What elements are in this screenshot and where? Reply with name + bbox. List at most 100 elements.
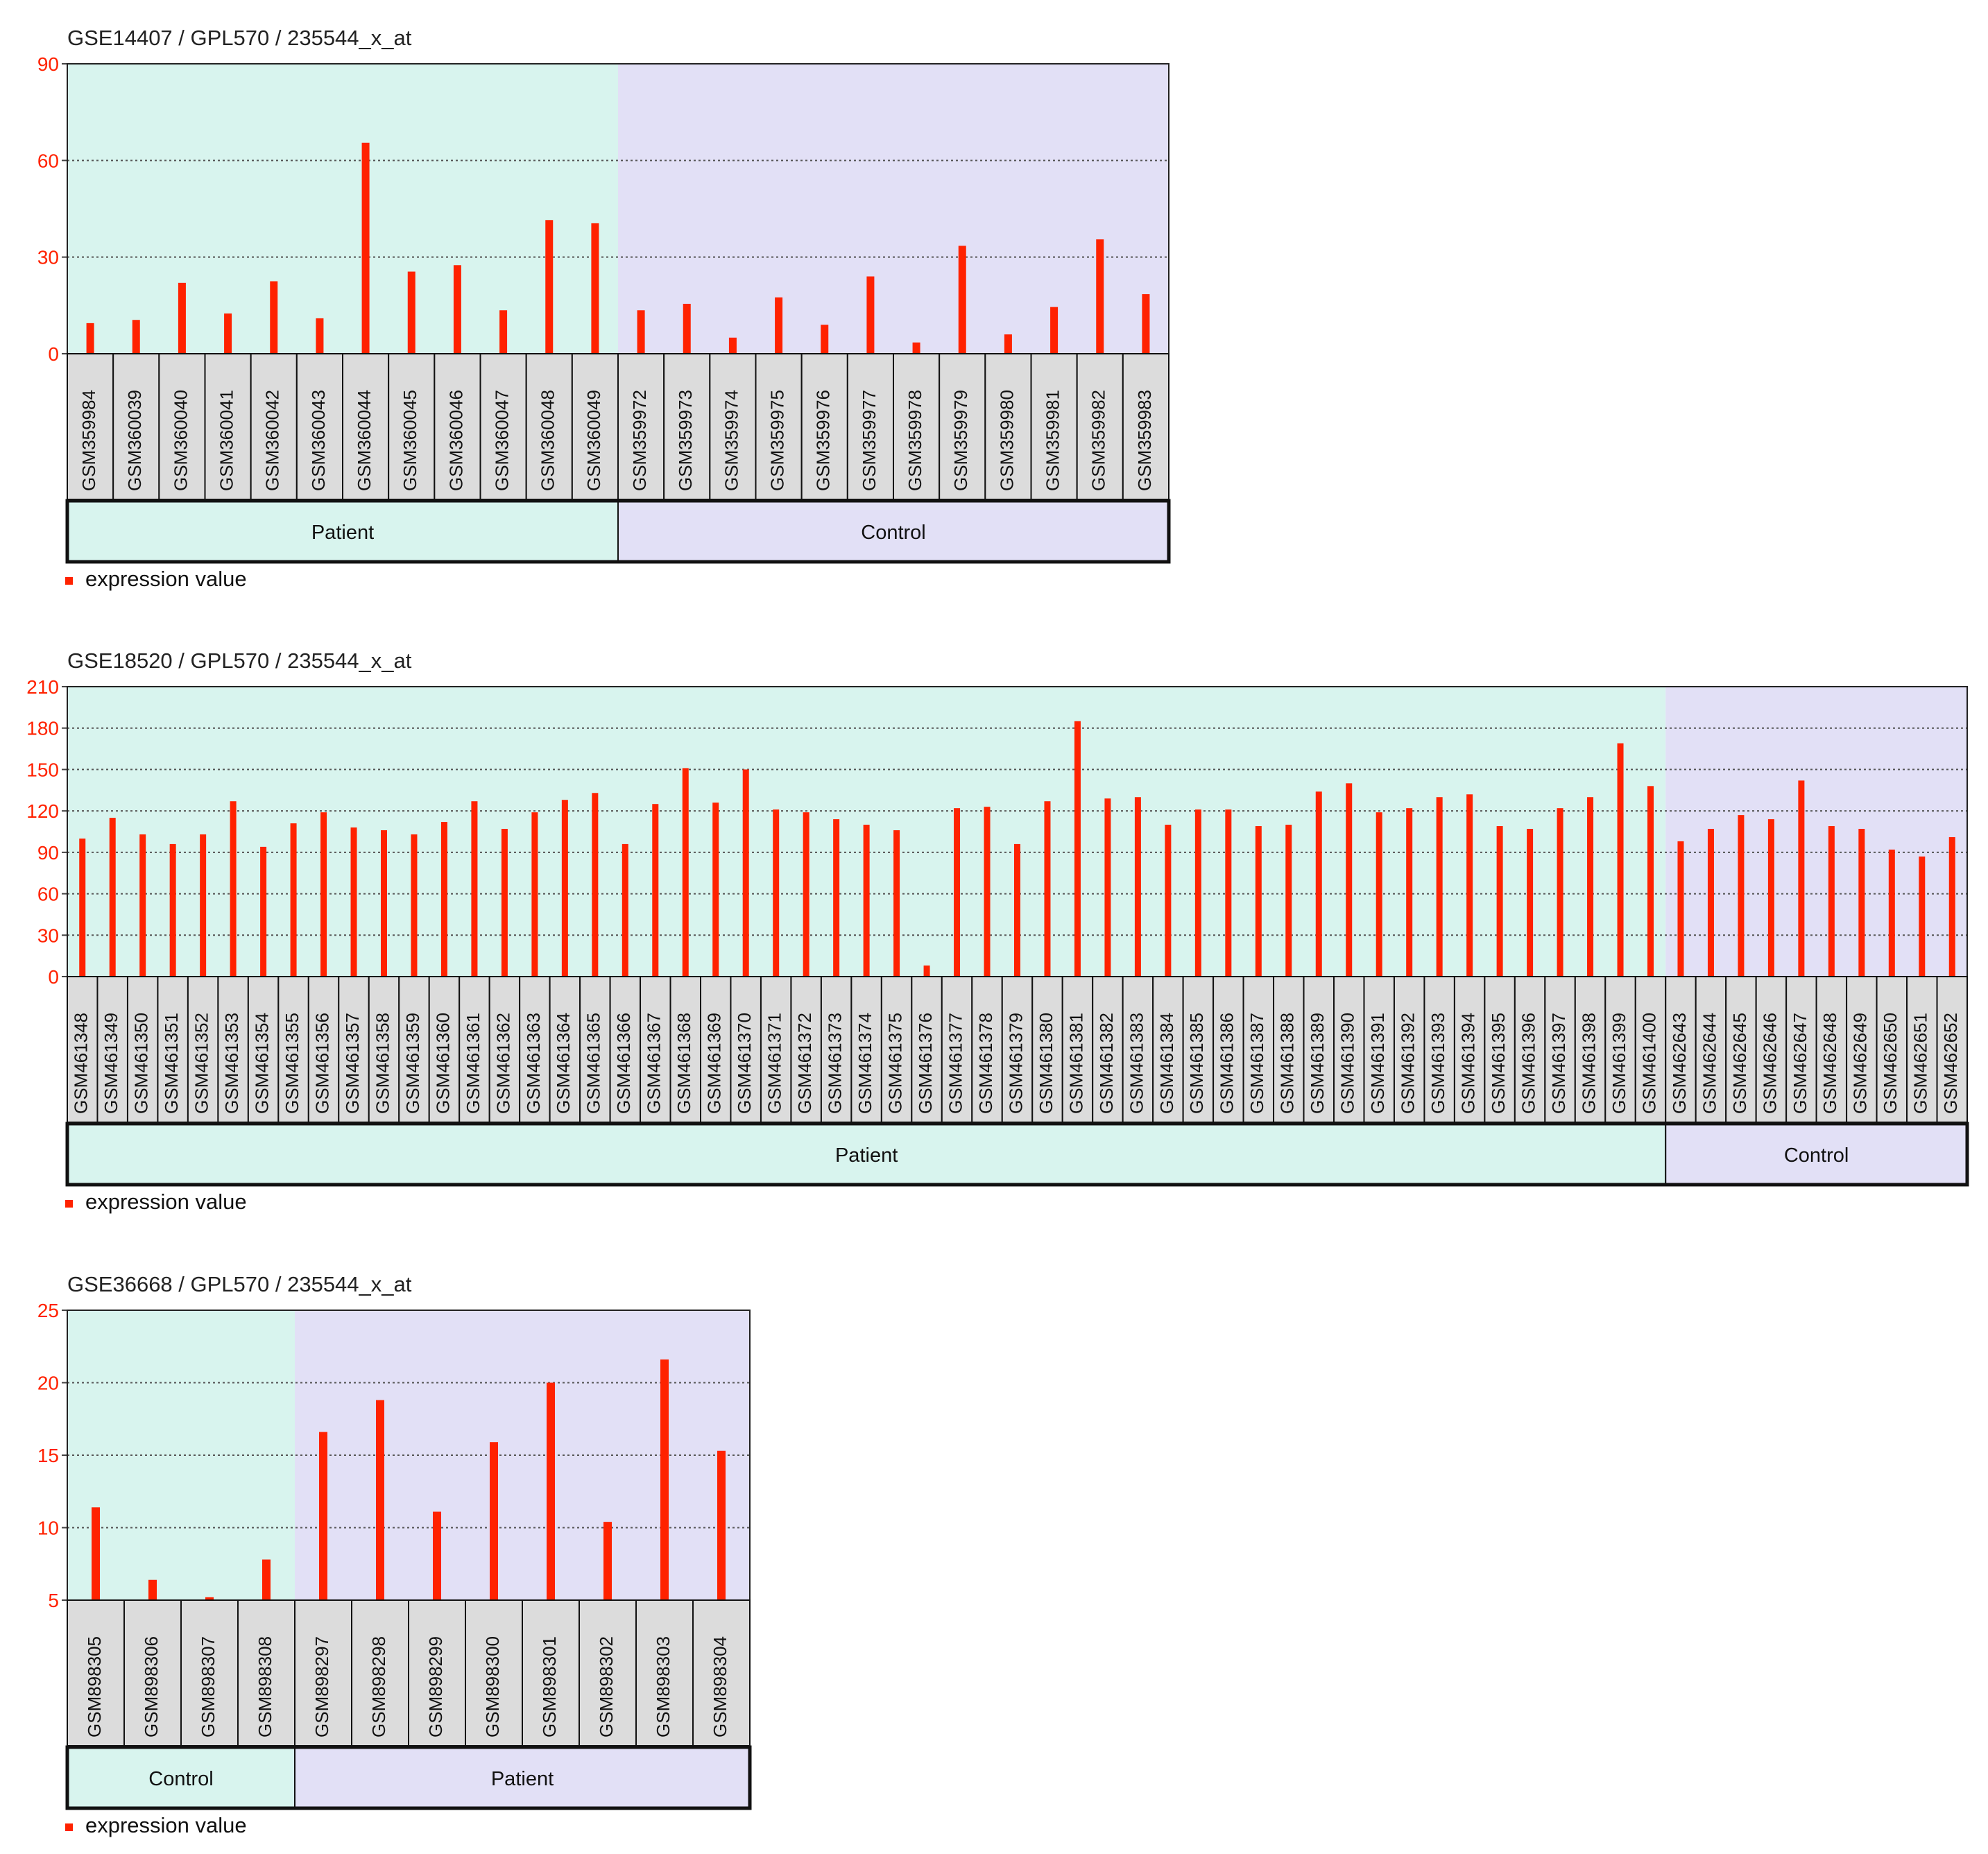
sample-label-box <box>1303 976 1335 1123</box>
sample-label: GSM898302 <box>596 1636 617 1737</box>
sample-label: GSM461359 <box>402 1013 423 1114</box>
sample-label-box <box>730 976 762 1123</box>
bar-GSM461395 <box>1496 826 1503 977</box>
group-label: Patient <box>491 1768 554 1790</box>
y-tick-label: 25 <box>37 1300 59 1321</box>
bar-GSM898301 <box>547 1382 555 1600</box>
group-label: Patient <box>311 522 374 544</box>
sample-label: GSM360049 <box>583 390 604 491</box>
sample-label: GSM360047 <box>491 390 512 491</box>
sample-label: GSM461394 <box>1458 1013 1479 1114</box>
sample-label-box <box>1122 976 1154 1123</box>
sample-label: GSM898300 <box>482 1636 503 1737</box>
sample-label-box <box>1695 976 1727 1123</box>
legend-swatch <box>65 577 73 585</box>
group-frame <box>65 1745 752 1810</box>
bar-GSM360041 <box>224 313 232 354</box>
group-background <box>67 64 618 354</box>
bar-GSM461361 <box>471 801 478 977</box>
bar-GSM359982 <box>1096 239 1104 354</box>
bar-GSM461354 <box>260 846 267 977</box>
sample-label: GSM359973 <box>675 390 696 491</box>
sample-label-box <box>295 353 344 500</box>
sample-label: GSM461391 <box>1367 1013 1388 1114</box>
group-background <box>295 1310 750 1600</box>
sample-label-box <box>760 976 792 1123</box>
group-frame <box>65 499 1171 564</box>
sample-label-box <box>579 976 611 1123</box>
sample-label: GSM898306 <box>141 1636 162 1737</box>
bar-GSM462645 <box>1738 815 1745 977</box>
sample-label-box <box>700 976 732 1123</box>
bar-GSM360047 <box>499 310 508 354</box>
bar-GSM461366 <box>622 843 628 977</box>
bar-GSM462649 <box>1858 829 1865 977</box>
sample-label: GSM461352 <box>191 1013 212 1114</box>
bar-GSM461387 <box>1255 826 1262 977</box>
sample-label: GSM461358 <box>372 1013 393 1114</box>
bar-GSM461380 <box>1044 801 1051 977</box>
bar-GSM359978 <box>912 342 920 354</box>
sample-label-box <box>1423 976 1455 1123</box>
bar-GSM898306 <box>148 1579 157 1600</box>
sample-label-box <box>368 976 400 1123</box>
chart-title: GSE18520 / GPL570 / 235544_x_at <box>67 649 412 673</box>
sample-label: GSM360046 <box>445 390 466 491</box>
sample-label: GSM461399 <box>1609 1013 1629 1114</box>
sample-label: GSM898299 <box>425 1636 446 1737</box>
group-label: Control <box>861 522 926 544</box>
sample-label: GSM359984 <box>78 390 99 491</box>
bar-GSM359980 <box>1004 334 1012 354</box>
sample-label: GSM359979 <box>950 390 971 491</box>
group-label: Patient <box>835 1144 898 1167</box>
bar-GSM461352 <box>200 834 207 977</box>
chart-2: GSE18520 / GPL570 / 235544_x_at 0 30 60 90 12… <box>26 649 1969 1214</box>
sample-label: GSM898301 <box>539 1636 560 1737</box>
sample-label-box <box>1604 976 1636 1123</box>
bar-GSM461353 <box>230 801 237 977</box>
bar-GSM461389 <box>1315 791 1322 977</box>
sample-label: GSM359972 <box>629 390 650 491</box>
sample-label: GSM461374 <box>855 1013 875 1114</box>
bar-GSM461391 <box>1376 812 1382 977</box>
bar-GSM461365 <box>592 793 599 977</box>
y-tick-label: 20 <box>37 1373 59 1394</box>
sample-label: GSM461364 <box>553 1013 574 1114</box>
sample-label: GSM461383 <box>1126 1013 1147 1114</box>
group-label: Control <box>148 1768 214 1790</box>
sample-label: GSM461369 <box>704 1013 725 1114</box>
bar-GSM461363 <box>531 812 538 977</box>
sample-label-box <box>519 976 551 1123</box>
bar-GSM461400 <box>1647 786 1654 977</box>
sample-label: GSM360042 <box>262 390 283 491</box>
bar-GSM461360 <box>440 822 447 977</box>
chart-title: GSE36668 / GPL570 / 235544_x_at <box>67 1272 412 1296</box>
legend-label: expression value <box>85 1190 247 1214</box>
group-label: Control <box>1784 1144 1849 1167</box>
y-tick-label: 0 <box>48 343 59 365</box>
sample-label: GSM359974 <box>721 390 742 491</box>
bar-GSM461362 <box>501 829 508 977</box>
sample-label-box <box>1785 976 1817 1123</box>
bar-GSM359975 <box>775 297 783 354</box>
sample-label-box <box>1755 976 1788 1123</box>
bar-GSM360046 <box>453 265 461 354</box>
sample-label: GSM359976 <box>813 390 834 491</box>
y-tick-label: 10 <box>37 1518 59 1539</box>
bar-GSM461392 <box>1406 808 1413 977</box>
sample-label-box <box>609 976 642 1123</box>
sample-label-box <box>571 353 619 500</box>
sample-label: GSM461367 <box>644 1013 665 1114</box>
sample-label: GSM461397 <box>1548 1013 1569 1114</box>
sample-label-box <box>250 353 298 500</box>
bar-GSM461382 <box>1104 798 1111 977</box>
sample-label: GSM461378 <box>975 1013 996 1114</box>
sample-label-box <box>388 353 436 500</box>
y-tick-label: 15 <box>37 1445 59 1466</box>
sample-label: GSM359975 <box>766 390 787 491</box>
sample-label: GSM461390 <box>1337 1013 1358 1114</box>
sample-label: GSM359978 <box>905 390 925 491</box>
sample-label: GSM462649 <box>1850 1013 1871 1114</box>
bar-GSM360048 <box>545 220 554 354</box>
bar-GSM462651 <box>1919 856 1926 977</box>
